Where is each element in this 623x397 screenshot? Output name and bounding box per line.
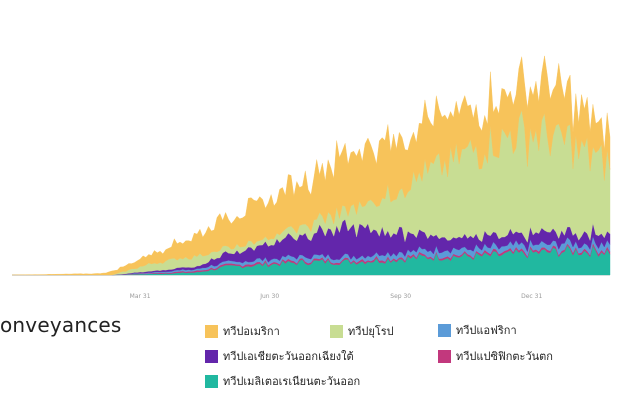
chart-title-fragment: onveyances	[0, 313, 122, 337]
x-tick-label: Dec 31	[521, 293, 542, 300]
x-tick-label: Sep 30	[390, 293, 411, 300]
x-tick-label: Mar 31	[130, 293, 151, 300]
area-series-5	[11, 55, 611, 276]
chart-areas	[11, 55, 611, 276]
x-tick-label: Jun 30	[259, 293, 279, 300]
x-axis-ticks: Mar 31 Jun 30 Sep 30 Dec 31	[130, 293, 543, 300]
